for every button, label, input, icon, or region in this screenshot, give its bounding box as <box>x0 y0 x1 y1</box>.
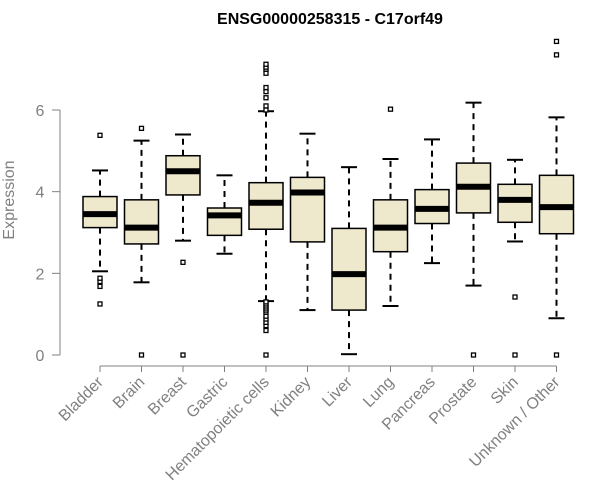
y-axis: 0 2 4 6 <box>36 103 61 365</box>
x-tick-label: Brain <box>110 374 148 412</box>
x-tick-label: Skin <box>488 374 522 408</box>
x-tick-label: Liver <box>319 373 356 410</box>
chart-title: ENSG00000258315 - C17orf49 <box>217 11 443 28</box>
iqr-box <box>289 176 326 243</box>
outlier-point <box>512 352 518 358</box>
outlier-point <box>263 95 269 101</box>
iqr-box <box>206 207 243 237</box>
y-tick-label: 0 <box>36 348 45 365</box>
outlier-point <box>263 84 269 91</box>
y-tick-label: 6 <box>36 103 45 120</box>
box-skin <box>497 158 533 358</box>
box-breast <box>165 133 201 358</box>
box-gastric <box>206 174 243 255</box>
outlier-point <box>263 313 269 319</box>
box-prostate <box>455 101 492 358</box>
outlier-point <box>512 294 518 300</box>
iqr-box <box>331 227 367 311</box>
box-bladder <box>82 132 118 307</box>
outlier-point <box>553 352 560 358</box>
outlier-point <box>263 70 269 76</box>
outlier-point <box>97 283 103 290</box>
y-tick-label: 2 <box>36 266 45 283</box>
outlier-point <box>97 301 103 307</box>
outlier-point <box>553 38 560 45</box>
iqr-box <box>497 183 533 224</box>
iqr-box <box>248 181 284 230</box>
outlier-point <box>263 88 269 95</box>
outlier-point <box>97 132 103 138</box>
iqr-box <box>123 199 160 245</box>
outlier-point <box>263 103 269 109</box>
iqr-box <box>165 154 201 196</box>
box-kidney <box>289 132 326 312</box>
outlier-point <box>138 125 145 132</box>
outlier-point <box>263 61 269 67</box>
box-unknown-other <box>538 38 575 358</box>
outlier-point <box>553 52 560 58</box>
box-lung <box>372 106 409 307</box>
boxes-group <box>82 38 575 358</box>
y-tick-label: 4 <box>36 185 45 202</box>
y-axis-label: Expression <box>1 160 18 239</box>
x-tick-label: Bladder <box>56 373 107 424</box>
x-tick-label: Lung <box>360 374 397 411</box>
outlier-point <box>263 299 269 305</box>
outlier-point <box>138 352 145 358</box>
outlier-point <box>97 275 103 281</box>
x-tick-label: Breast <box>145 373 190 418</box>
outlier-point <box>180 352 186 358</box>
outlier-point <box>180 259 186 265</box>
box-pancreas <box>414 138 450 265</box>
outlier-point <box>263 352 269 358</box>
x-tick-label: Kidney <box>268 374 315 421</box>
outlier-point <box>263 107 269 113</box>
outlier-point <box>263 327 269 334</box>
box-liver <box>331 166 367 356</box>
outlier-point <box>387 106 394 112</box>
box-brain <box>123 125 160 358</box>
box-hematopoietic-cells <box>248 61 284 358</box>
outlier-point <box>470 352 477 358</box>
